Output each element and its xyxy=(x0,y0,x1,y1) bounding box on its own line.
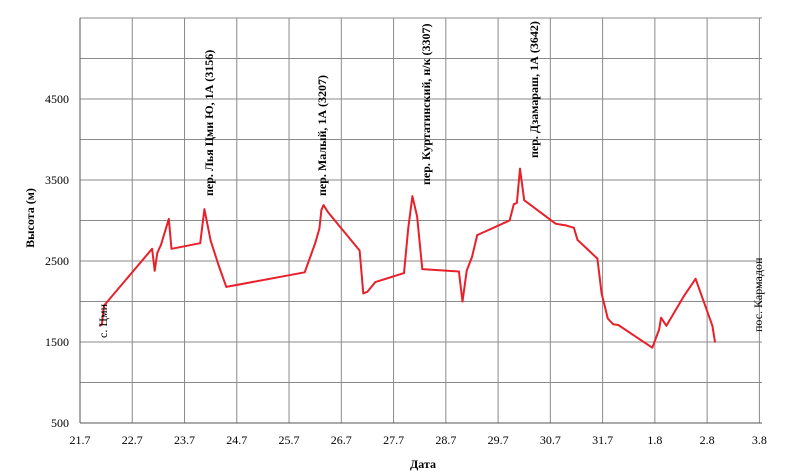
data-point xyxy=(225,286,228,288)
x-tick-label: 25.7 xyxy=(279,433,300,447)
data-point xyxy=(457,270,460,273)
data-point xyxy=(327,211,330,214)
x-tick-label: 27.7 xyxy=(383,433,404,447)
data-point xyxy=(151,247,154,250)
data-point xyxy=(554,222,557,225)
data-point xyxy=(203,208,206,211)
data-point xyxy=(407,227,410,230)
data-point xyxy=(565,224,567,227)
x-axis-title: Дата xyxy=(410,457,436,471)
x-tick-label: 23.7 xyxy=(174,433,195,447)
data-point xyxy=(465,269,468,272)
data-point xyxy=(303,271,306,274)
data-point xyxy=(167,217,170,220)
data-point xyxy=(416,215,418,218)
x-tick-label: 29.7 xyxy=(488,433,509,447)
data-point xyxy=(101,323,103,326)
y-tick-label: 500 xyxy=(51,416,69,430)
annotation-end-village: пос. Кармадон xyxy=(751,257,765,332)
x-tick-label: 3.8 xyxy=(752,433,767,447)
y-tick-label: 3500 xyxy=(45,173,69,187)
annotation-start-village: с. Цми xyxy=(96,303,110,338)
data-point xyxy=(156,252,159,254)
data-point xyxy=(362,292,365,295)
annotation-pass-dzamarash: пер. Дзамараш, 1А (3642) xyxy=(527,21,541,158)
x-tick-label: 28.7 xyxy=(435,433,456,447)
data-point xyxy=(153,269,156,272)
data-point xyxy=(320,209,323,211)
data-point xyxy=(559,223,562,226)
y-tick-label: 4500 xyxy=(45,92,69,106)
annotation-pass-maly: пер. Малый, 1А (3207) xyxy=(315,75,329,196)
data-point xyxy=(515,201,518,204)
data-point xyxy=(170,247,173,250)
data-point xyxy=(471,256,473,258)
data-point xyxy=(617,324,620,326)
data-point xyxy=(660,316,663,319)
elevation-line xyxy=(99,167,716,349)
x-tick-label: 31.7 xyxy=(592,433,613,447)
data-point xyxy=(160,243,162,246)
data-point xyxy=(658,328,660,331)
data-point xyxy=(209,239,212,242)
data-point xyxy=(314,242,317,245)
annotation-pass-kurtatinsky: пер. Куртатинский, н/к (3307) xyxy=(419,23,433,185)
data-point xyxy=(318,227,321,230)
data-point xyxy=(98,324,101,327)
data-point xyxy=(694,277,697,280)
y-tick-label: 1500 xyxy=(45,335,69,349)
data-point xyxy=(523,199,526,202)
plot-area: 21.7 22.7 23.7 24.7 25.7 26.7 27.7 28.7 29.7 30.7… xyxy=(45,17,767,447)
data-point xyxy=(199,242,202,245)
x-tick-label: 1.8 xyxy=(647,433,662,447)
data-point xyxy=(572,226,575,229)
data-point xyxy=(576,239,579,241)
data-point xyxy=(461,300,464,303)
annotation-pass-lya-tsmi: пер. Лья Цми Ю, 1А (3156) xyxy=(202,50,216,196)
data-point xyxy=(358,249,361,252)
data-point xyxy=(508,219,511,222)
data-point xyxy=(606,317,609,320)
data-point xyxy=(596,257,599,260)
data-point xyxy=(411,195,414,198)
data-point xyxy=(665,324,668,327)
x-tick-label: 24.7 xyxy=(226,433,247,447)
data-point xyxy=(612,323,614,326)
x-tick-label: 30.7 xyxy=(540,433,561,447)
data-point xyxy=(512,203,515,206)
x-tick-label: 22.7 xyxy=(122,433,143,447)
data-point xyxy=(322,204,325,207)
y-tick-label: 2500 xyxy=(45,254,69,268)
data-point xyxy=(403,272,405,275)
data-point xyxy=(103,304,105,307)
data-point xyxy=(519,167,521,170)
data-point xyxy=(366,290,369,293)
x-tick-label: 2.8 xyxy=(700,433,715,447)
data-point xyxy=(374,281,377,283)
data-point xyxy=(600,292,603,295)
x-tick-label: 26.7 xyxy=(331,433,352,447)
data-point xyxy=(332,217,335,220)
data-point xyxy=(105,302,108,305)
y-axis-title: Высота (м) xyxy=(23,188,37,248)
data-point xyxy=(714,341,716,343)
data-point xyxy=(217,264,220,266)
data-point xyxy=(682,295,685,298)
data-point xyxy=(711,324,714,327)
x-tick-label: 21.7 xyxy=(70,433,91,447)
data-point xyxy=(651,346,654,349)
data-point xyxy=(476,234,479,236)
data-point xyxy=(421,268,424,270)
